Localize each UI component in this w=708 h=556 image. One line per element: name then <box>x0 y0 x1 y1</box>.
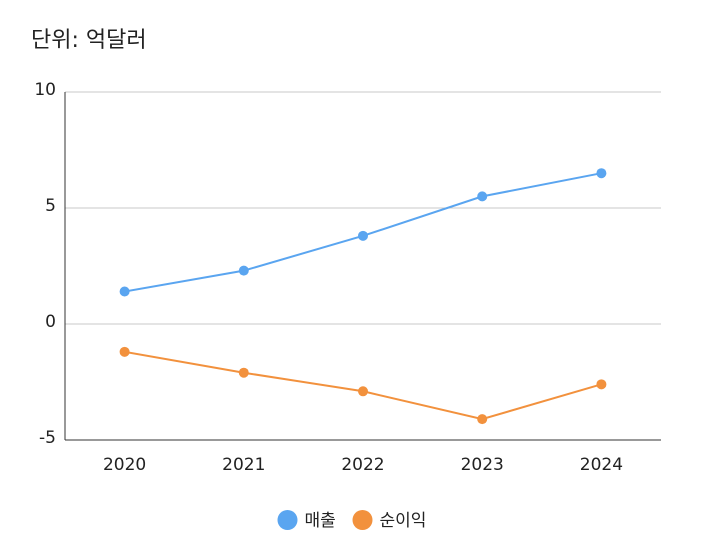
data-point <box>477 414 488 425</box>
series-line-1 <box>124 350 602 421</box>
legend-label-1[interactable]: 순이익 <box>380 511 427 531</box>
data-point <box>477 191 488 202</box>
data-point <box>358 386 368 397</box>
data-point <box>596 168 607 179</box>
x-tick-label: 2020 <box>103 455 146 475</box>
legend-marker-0[interactable] <box>277 510 298 530</box>
unit-title: 단위: 억달러 <box>31 28 147 53</box>
legend[interactable]: 매출 순이익 <box>277 510 427 531</box>
x-tick-label: 2021 <box>222 455 265 475</box>
y-axis-ticks: 10 5 0 -5 <box>34 80 56 448</box>
data-point <box>238 367 249 378</box>
x-axis-ticks: 2020 2021 2022 2023 2024 <box>103 455 623 475</box>
data-point <box>238 265 249 276</box>
y-tick-label: 10 <box>34 80 56 100</box>
data-point <box>358 230 368 241</box>
legend-label-0[interactable]: 매출 <box>305 511 336 531</box>
y-tick-label: 5 <box>45 196 56 216</box>
y-tick-label: 0 <box>45 312 56 332</box>
axes <box>64 92 661 441</box>
data-point <box>596 379 607 390</box>
data-point <box>119 346 130 357</box>
x-tick-label: 2023 <box>461 455 504 475</box>
y-tick-label: -5 <box>39 428 56 448</box>
legend-marker-1[interactable] <box>352 510 373 530</box>
x-tick-label: 2024 <box>580 455 623 475</box>
data-point <box>119 286 130 297</box>
x-tick-label: 2022 <box>341 455 384 475</box>
series-group <box>119 168 607 425</box>
